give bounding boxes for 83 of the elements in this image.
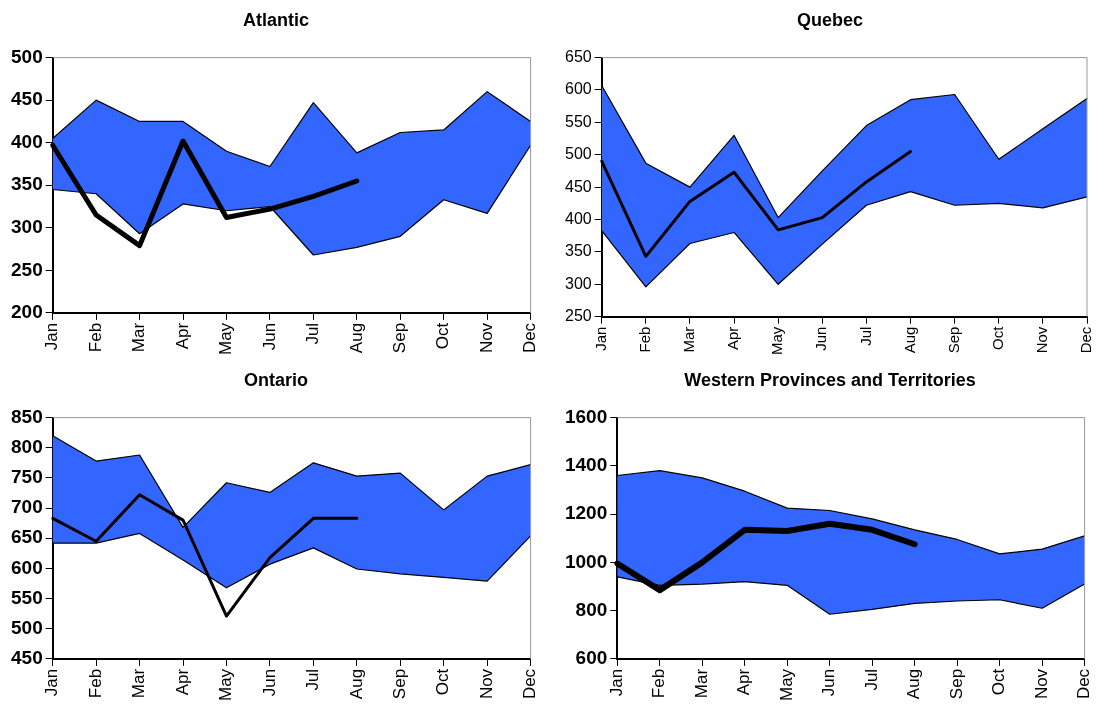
x-tick-label: Dec bbox=[520, 322, 540, 354]
x-tick-label: May bbox=[776, 668, 796, 702]
x-tick-label: May bbox=[216, 668, 236, 702]
y-tick-label: 1200 bbox=[564, 502, 608, 524]
x-tick-label: Dec bbox=[1077, 326, 1095, 354]
y-tick-label: 250 bbox=[564, 307, 592, 325]
x-tick-label: Sep bbox=[946, 668, 966, 700]
x-tick-label: Apr bbox=[172, 322, 192, 350]
y-tick-label: 400 bbox=[564, 209, 592, 227]
y-tick-label: 800 bbox=[11, 435, 43, 457]
x-tick-label: Oct bbox=[989, 668, 1009, 696]
x-tick-label: Jan bbox=[606, 668, 626, 697]
chart-title: Ontario bbox=[243, 369, 309, 390]
y-tick-label: 600 bbox=[11, 556, 43, 578]
x-tick-label: Sep bbox=[944, 326, 962, 354]
x-tick-label: Feb bbox=[85, 322, 105, 353]
x-tick-label: Aug bbox=[904, 668, 924, 700]
y-tick-label: 700 bbox=[11, 496, 43, 518]
y-tick-label: 650 bbox=[11, 526, 43, 548]
y-tick-label: 450 bbox=[11, 88, 43, 110]
x-tick-label: Aug bbox=[900, 326, 918, 354]
x-tick-label: Nov bbox=[1031, 668, 1051, 700]
x-tick-label: Dec bbox=[1074, 668, 1094, 700]
x-tick-label: Jan bbox=[591, 326, 609, 351]
x-tick-label: Jun bbox=[259, 322, 279, 351]
x-tick-label: May bbox=[216, 322, 236, 356]
y-tick-label: 500 bbox=[564, 145, 592, 163]
y-tick-label: 550 bbox=[564, 112, 592, 130]
x-tick-label: Feb bbox=[649, 668, 669, 699]
x-tick-label: Jul bbox=[861, 668, 881, 691]
x-tick-label: Nov bbox=[476, 668, 496, 700]
x-tick-label: Mar bbox=[691, 668, 711, 699]
x-tick-label: Nov bbox=[1033, 326, 1051, 354]
y-tick-label: 850 bbox=[11, 405, 43, 427]
y-tick-label: 750 bbox=[11, 466, 43, 488]
x-tick-label: Sep bbox=[389, 668, 409, 700]
y-tick-label: 350 bbox=[11, 173, 43, 195]
x-tick-label: Jun bbox=[812, 326, 830, 351]
x-tick-label: Sep bbox=[389, 322, 409, 354]
y-tick-label: 200 bbox=[11, 301, 43, 323]
y-tick-label: 800 bbox=[575, 598, 608, 620]
y-tick-label: 500 bbox=[11, 45, 43, 67]
y-tick-label: 1400 bbox=[564, 454, 608, 476]
x-tick-label: Jul bbox=[303, 668, 323, 691]
x-tick-label: Mar bbox=[680, 326, 698, 353]
y-tick-label: 1600 bbox=[564, 405, 608, 427]
x-tick-label: Jul bbox=[856, 326, 874, 346]
y-tick-label: 600 bbox=[564, 80, 592, 98]
y-tick-label: 350 bbox=[564, 242, 592, 260]
x-tick-label: Mar bbox=[129, 322, 149, 353]
y-tick-label: 400 bbox=[11, 130, 43, 152]
y-tick-label: 450 bbox=[11, 647, 43, 669]
y-tick-label: 450 bbox=[564, 177, 592, 195]
x-tick-label: Feb bbox=[85, 668, 105, 699]
y-tick-label: 650 bbox=[564, 48, 592, 66]
x-tick-label: Jul bbox=[303, 322, 323, 345]
y-tick-label: 300 bbox=[564, 274, 592, 292]
y-tick-label: 300 bbox=[11, 216, 43, 238]
y-tick-label: 600 bbox=[575, 647, 608, 669]
x-tick-label: May bbox=[768, 326, 786, 356]
x-tick-label: Aug bbox=[346, 322, 366, 354]
x-tick-label: Apr bbox=[724, 326, 742, 351]
x-tick-label: Feb bbox=[635, 326, 653, 353]
chart-title: Atlantic bbox=[242, 9, 310, 30]
x-tick-label: Nov bbox=[476, 322, 496, 354]
x-tick-label: Jan bbox=[42, 668, 62, 697]
x-tick-label: Apr bbox=[734, 668, 754, 696]
x-tick-label: Jun bbox=[259, 668, 279, 697]
x-tick-label: Mar bbox=[129, 668, 149, 699]
x-tick-label: Jun bbox=[819, 668, 839, 697]
y-tick-label: 250 bbox=[11, 258, 43, 280]
chart-title: Quebec bbox=[796, 9, 864, 30]
y-tick-label: 500 bbox=[11, 616, 43, 638]
chart-title: Western Provinces and Territories bbox=[684, 369, 976, 390]
x-tick-label: Apr bbox=[172, 668, 192, 696]
y-tick-label: 550 bbox=[11, 586, 43, 608]
x-tick-label: Jan bbox=[42, 322, 62, 351]
x-tick-label: Aug bbox=[346, 668, 366, 700]
x-tick-label: Oct bbox=[433, 668, 453, 696]
y-tick-label: 1000 bbox=[564, 550, 608, 572]
x-tick-label: Oct bbox=[988, 325, 1006, 351]
x-tick-label: Oct bbox=[433, 322, 453, 350]
x-tick-label: Dec bbox=[520, 668, 540, 700]
